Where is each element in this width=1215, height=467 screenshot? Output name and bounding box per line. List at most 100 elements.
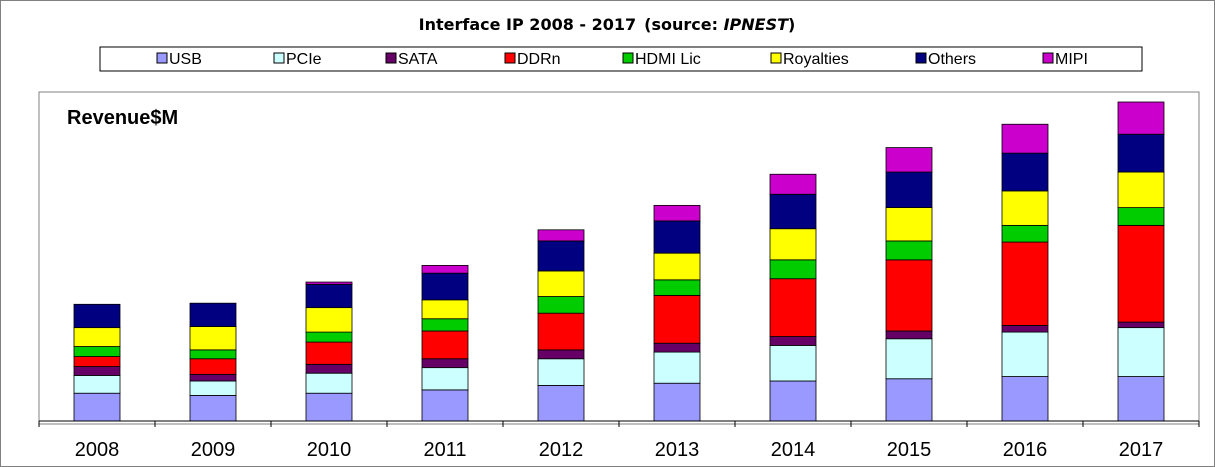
x-tick-label-2008: 2008	[75, 439, 120, 461]
bar-segment-royalties-2016	[1001, 190, 1049, 226]
bar-segment-others-2008	[73, 303, 121, 329]
legend-swatch-sata	[385, 52, 397, 64]
bar-segment-hdmi-lic-2010	[305, 331, 353, 343]
bar-segment-pcie-2010	[305, 372, 353, 394]
bar-segment-ddrn-2016	[1001, 241, 1049, 326]
bar-segment-hdmi-lic-2011	[421, 318, 469, 332]
x-tick-label-2015: 2015	[887, 439, 932, 461]
legend-box	[99, 46, 1143, 72]
bar-segment-usb-2015	[885, 378, 933, 422]
bar-segment-royalties-2014	[769, 228, 817, 261]
bar-segment-pcie-2012	[537, 358, 585, 386]
bar-segment-usb-2013	[653, 382, 701, 422]
bar-segment-sata-2009	[189, 373, 237, 382]
bar-segment-others-2015	[885, 171, 933, 208]
bar-segment-usb-2017	[1117, 376, 1165, 422]
bar-segment-ddrn-2010	[305, 341, 353, 365]
bar-segment-sata-2008	[73, 366, 121, 376]
bar-segment-others-2013	[653, 220, 701, 254]
bar-segment-hdmi-lic-2014	[769, 259, 817, 280]
bar-segment-pcie-2013	[653, 351, 701, 384]
bar-segment-usb-2008	[73, 392, 121, 422]
legend-swatch-others	[915, 52, 927, 64]
bar-segment-sata-2011	[421, 358, 469, 369]
legend-label-ddrn: DDRn	[517, 51, 561, 68]
bar-segment-mipi-2013	[653, 204, 701, 222]
legend-label-royalties: Royalties	[783, 51, 849, 68]
bar-segment-usb-2016	[1001, 376, 1049, 422]
bar-segment-others-2010	[305, 283, 353, 309]
legend-swatch-usb	[156, 52, 168, 64]
legend-label-mipi: MIPI	[1055, 51, 1088, 68]
bar-segment-hdmi-lic-2012	[537, 296, 585, 314]
bar-segment-ddrn-2008	[73, 356, 121, 367]
bar-segment-mipi-2015	[885, 147, 933, 173]
bar-segment-sata-2016	[1001, 325, 1049, 333]
bar-segment-royalties-2008	[73, 327, 121, 347]
x-tick-label-2016: 2016	[1003, 439, 1048, 461]
bar-segment-ddrn-2014	[769, 278, 817, 337]
bar-segment-others-2012	[537, 240, 585, 272]
bar-segment-ddrn-2009	[189, 358, 237, 375]
bar-segment-sata-2012	[537, 349, 585, 360]
bar-segment-mipi-2012	[537, 229, 585, 242]
bars	[73, 101, 1165, 422]
plot-label: Revenue$M	[67, 107, 178, 129]
bar-segment-pcie-2016	[1001, 331, 1049, 377]
legend: USB PCIe SATA DDRn HDMI Lic Royalties Others MI…	[156, 51, 1088, 68]
bar-segment-others-2017	[1117, 133, 1165, 173]
legend-swatch-royalties	[770, 52, 782, 64]
bar-segment-pcie-2008	[73, 375, 121, 394]
bar-segment-others-2016	[1001, 152, 1049, 192]
bar-segment-ddrn-2015	[885, 259, 933, 332]
bar-segment-hdmi-lic-2017	[1117, 207, 1165, 226]
bar-segment-sata-2017	[1117, 321, 1165, 329]
bar-segment-hdmi-lic-2009	[189, 349, 237, 360]
x-tick-label-2011: 2011	[423, 439, 466, 461]
bar-segment-mipi-2010	[305, 281, 353, 285]
bar-segment-sata-2015	[885, 330, 933, 340]
x-tick-label-2013: 2013	[655, 439, 700, 461]
bar-segment-pcie-2011	[421, 367, 469, 391]
bar-segment-pcie-2009	[189, 380, 237, 396]
legend-label-others: Others	[928, 51, 976, 68]
x-tick-label-2017: 2017	[1119, 439, 1164, 461]
x-tick-label-2012: 2012	[539, 439, 584, 461]
bar-segment-ddrn-2017	[1117, 224, 1165, 323]
bar-segment-sata-2014	[769, 336, 817, 346]
bar-segment-sata-2013	[653, 342, 701, 353]
bar-segment-royalties-2017	[1117, 171, 1165, 208]
chart-title: Interface IP 2008 - 2017 (source: IPNEST)	[419, 15, 796, 34]
legend-swatch-pcie	[273, 52, 285, 64]
bar-segment-sata-2010	[305, 363, 353, 374]
bar-segment-royalties-2012	[537, 270, 585, 297]
bar-segment-mipi-2017	[1117, 101, 1165, 135]
legend-label-usb: USB	[169, 51, 202, 68]
bar-segment-royalties-2011	[421, 299, 469, 320]
bar-segment-hdmi-lic-2016	[1001, 224, 1049, 243]
bar-segment-royalties-2015	[885, 207, 933, 242]
bar-segment-usb-2010	[305, 392, 353, 422]
bar-segment-hdmi-lic-2008	[73, 346, 121, 357]
legend-label-hdmi-lic: HDMI Lic	[635, 51, 701, 68]
bar-segment-pcie-2015	[885, 338, 933, 380]
legend-swatch-mipi	[1042, 52, 1054, 64]
legend-label-sata: SATA	[398, 51, 438, 68]
bar-segment-royalties-2013	[653, 252, 701, 281]
bar-segment-royalties-2009	[189, 326, 237, 351]
bar-segment-others-2009	[189, 302, 237, 327]
bar-segment-usb-2012	[537, 385, 585, 422]
x-axis: 2008 2009 2010 2011 2012 2013 2014 2015 2016 2017	[38, 420, 1200, 461]
bar-segment-others-2011	[421, 272, 469, 301]
bar-segment-royalties-2010	[305, 307, 353, 333]
bar-segment-usb-2009	[189, 395, 237, 422]
bar-segment-ddrn-2011	[421, 330, 469, 360]
bar-segment-ddrn-2012	[537, 312, 585, 351]
bar-segment-mipi-2011	[421, 264, 469, 274]
bar-segment-mipi-2014	[769, 173, 817, 195]
x-tick-label-2009: 2009	[191, 439, 236, 461]
bar-segment-hdmi-lic-2015	[885, 240, 933, 261]
bar-segment-others-2014	[769, 193, 817, 230]
x-tick-label-2010: 2010	[307, 439, 352, 461]
